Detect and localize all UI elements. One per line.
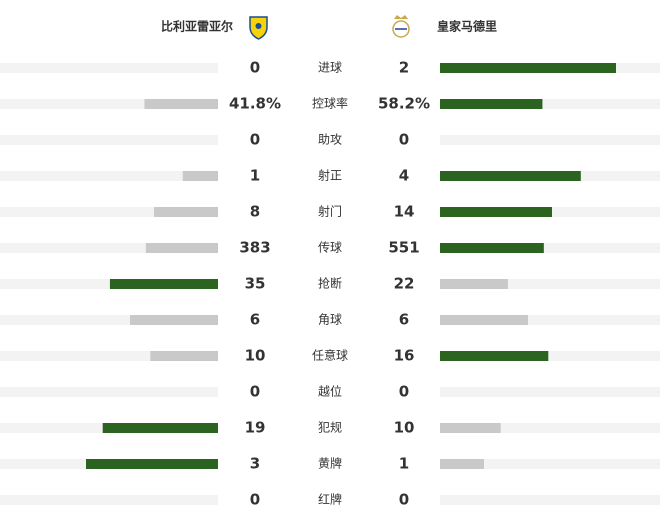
away-bar <box>440 459 484 469</box>
home-track <box>0 387 218 397</box>
away-track <box>440 351 660 361</box>
away-track <box>440 279 660 289</box>
away-value: 0 <box>399 491 409 509</box>
away-value: 6 <box>399 311 409 329</box>
stat-label: 角球 <box>318 313 342 327</box>
away-track <box>440 495 660 505</box>
home-track <box>0 351 218 361</box>
stat-label: 任意球 <box>312 348 348 363</box>
away-track <box>440 387 660 397</box>
home-track <box>0 99 218 109</box>
home-bar <box>182 171 218 181</box>
stat-label: 红牌 <box>318 492 342 507</box>
home-track <box>0 279 218 289</box>
stat-label: 犯规 <box>318 420 342 435</box>
home-track <box>0 495 218 505</box>
home-value: 1 <box>250 167 260 185</box>
away-track <box>440 315 660 325</box>
stat-label: 助攻 <box>318 133 342 147</box>
away-bar <box>440 315 528 325</box>
away-track <box>440 135 660 145</box>
home-value: 19 <box>245 419 266 437</box>
away-value: 0 <box>399 383 409 401</box>
home-logo <box>249 16 268 40</box>
away-value: 10 <box>394 419 415 437</box>
home-value: 0 <box>250 131 260 149</box>
stat-label: 抢断 <box>318 276 342 291</box>
away-bar <box>440 207 552 217</box>
home-bar <box>109 279 218 289</box>
home-value: 35 <box>245 275 266 293</box>
away-bar <box>440 351 549 361</box>
away-track <box>440 99 660 109</box>
home-value: 6 <box>250 311 260 329</box>
away-bar <box>440 243 544 253</box>
away-bar <box>440 63 616 73</box>
home-track <box>0 207 218 217</box>
home-bar <box>145 243 218 253</box>
home-bar <box>154 207 218 217</box>
stat-label: 越位 <box>318 384 342 399</box>
home-value: 41.8% <box>229 95 281 113</box>
home-bar <box>150 351 218 361</box>
home-track <box>0 63 218 73</box>
home-value: 0 <box>250 491 260 509</box>
home-value: 3 <box>250 455 260 473</box>
away-value: 22 <box>394 275 415 293</box>
stat-label: 进球 <box>318 61 342 75</box>
away-bar <box>440 171 581 181</box>
home-bar <box>144 99 218 109</box>
away-track <box>440 459 660 469</box>
home-team: 比利亚雷亚尔 <box>161 19 233 34</box>
away-value: 58.2% <box>378 95 430 113</box>
home-bar <box>86 459 218 469</box>
away-bar <box>440 279 508 289</box>
stat-label: 射门 <box>318 204 342 219</box>
home-value: 0 <box>250 59 260 77</box>
home-track <box>0 135 218 145</box>
away-value: 0 <box>399 131 409 149</box>
away-value: 4 <box>399 167 409 185</box>
away-value: 2 <box>399 59 409 77</box>
stat-label: 控球率 <box>312 96 348 111</box>
stat-label: 传球 <box>318 240 342 255</box>
home-track <box>0 171 218 181</box>
away-track <box>440 243 660 253</box>
away-track <box>440 423 660 433</box>
away-value: 16 <box>394 347 415 365</box>
away-bar <box>440 423 501 433</box>
away-value: 551 <box>388 239 419 257</box>
home-value: 10 <box>245 347 266 365</box>
away-value: 1 <box>399 455 409 473</box>
away-bar <box>440 99 543 109</box>
away-logo <box>392 15 410 38</box>
home-value: 8 <box>250 203 260 221</box>
away-value: 14 <box>394 203 415 221</box>
home-track <box>0 315 218 325</box>
away-team: 皇家马德里 <box>437 19 497 34</box>
home-bar <box>102 423 218 433</box>
stat-label: 射正 <box>318 168 342 183</box>
home-track <box>0 243 218 253</box>
home-value: 383 <box>239 239 270 257</box>
stat-label: 黄牌 <box>318 457 342 471</box>
home-value: 0 <box>250 383 260 401</box>
home-bar <box>130 315 218 325</box>
